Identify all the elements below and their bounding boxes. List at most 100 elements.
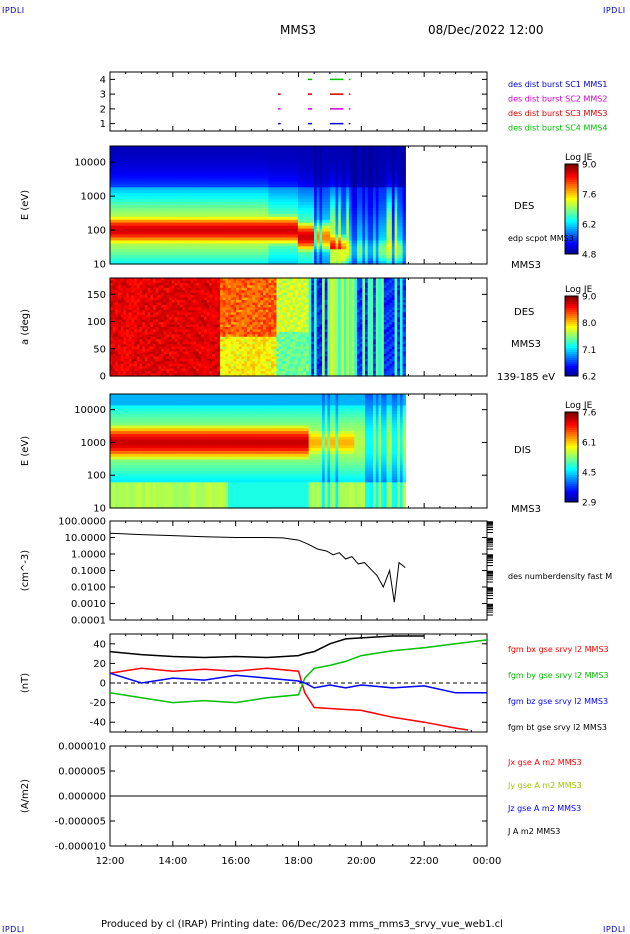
des_energy-cell [174, 210, 178, 215]
des_energy-cell [327, 187, 331, 191]
des_energy-cell [297, 190, 302, 194]
des_energy-cell [112, 237, 116, 241]
des_energy-cell [287, 234, 291, 239]
des_energy-cell [316, 255, 320, 259]
des_energy-cell [139, 190, 143, 194]
des_energy-cell [373, 252, 377, 256]
des_energy-cell [340, 178, 345, 182]
des_pitch-cell [123, 309, 127, 313]
des_energy-cell [330, 225, 334, 230]
des_energy-cell [343, 234, 347, 239]
des_energy-cell [330, 169, 334, 174]
des_energy-cell [295, 190, 299, 194]
des_energy-cell [233, 181, 237, 185]
des_energy-cell [152, 148, 157, 153]
des_energy-cell [163, 207, 167, 212]
des_energy-cell [305, 181, 310, 185]
des_energy-cell [322, 151, 326, 156]
des_energy-cell [246, 243, 251, 247]
des_energy-cell [228, 240, 232, 244]
des_energy-cell [120, 154, 125, 159]
des_energy-cell [171, 228, 176, 233]
des_pitch-cell [123, 356, 127, 360]
des_energy-cell [386, 187, 390, 191]
des_energy-cell [381, 261, 385, 265]
des_energy-cell [303, 216, 307, 221]
des_energy-cell [203, 178, 208, 182]
des_energy-cell [319, 151, 323, 156]
des_pitch-cell [126, 302, 130, 306]
des_energy-cell [166, 169, 170, 174]
des_energy-cell [228, 148, 232, 153]
des_energy-cell [163, 255, 167, 259]
des_energy-cell [373, 157, 377, 162]
des_energy-cell [236, 213, 240, 218]
des_energy-cell [228, 249, 232, 253]
des_energy-cell [126, 216, 130, 221]
des_energy-cell [152, 146, 157, 150]
des_energy-cell [123, 160, 127, 165]
des_energy-cell [110, 169, 114, 174]
des_energy-cell [115, 237, 119, 241]
des_energy-cell [354, 160, 358, 165]
des_energy-cell [356, 207, 361, 212]
des_energy-cell [115, 228, 119, 233]
des_energy-cell [139, 255, 143, 259]
des_energy-cell [314, 202, 318, 206]
des_energy-cell [351, 261, 355, 265]
des_energy-cell [139, 163, 143, 168]
des_energy-cell [389, 190, 393, 194]
des_energy-cell [195, 258, 200, 262]
des_energy-cell [297, 172, 302, 177]
des_energy-cell [254, 163, 259, 168]
des_energy-cell [169, 207, 173, 212]
des_energy-cell [118, 202, 122, 206]
des_pitch-cell [131, 307, 135, 311]
des_pitch-cell [131, 280, 135, 284]
des_energy-cell [252, 252, 256, 256]
des_energy-cell [303, 190, 307, 194]
des_energy-cell [263, 148, 267, 153]
des_energy-cell [254, 181, 259, 185]
des_energy-cell [362, 234, 366, 239]
des_energy-cell [297, 202, 302, 206]
des_energy-cell [346, 252, 350, 256]
des_energy-cell [110, 181, 114, 185]
des_energy-cell [217, 205, 221, 209]
des_energy-cell [166, 219, 170, 224]
des_energy-cell [252, 193, 256, 197]
des_energy-cell [386, 210, 390, 215]
des_energy-cell [335, 237, 339, 241]
des_pitch-cell [112, 302, 116, 306]
des_energy-cell [295, 228, 299, 233]
des_energy-cell [163, 219, 167, 224]
des_energy-colorbar-swatch [565, 177, 578, 181]
des_energy-cell [305, 240, 310, 244]
des_energy-cell [201, 172, 205, 177]
des_energy-cell [171, 178, 176, 182]
des_energy-cell [284, 216, 288, 221]
des_energy-cell [238, 181, 243, 185]
des_energy-cell [381, 228, 385, 233]
des_energy-cell [209, 258, 213, 262]
des_energy-cell [171, 240, 176, 244]
des_energy-cell [230, 240, 235, 244]
des_energy-cell [391, 178, 396, 182]
des_energy-cell [383, 249, 388, 253]
des_energy-cell [335, 228, 339, 233]
des_energy-cell [244, 234, 248, 239]
des_energy-cell [327, 178, 331, 182]
des_pitch-cell [112, 304, 116, 308]
des_energy-cell [246, 252, 251, 256]
des_energy-cell [279, 210, 283, 215]
des_pitch-cell [115, 295, 119, 299]
des_energy-cell [150, 210, 154, 215]
des_energy-cell [367, 184, 372, 188]
des_energy-cell [391, 146, 396, 150]
des_energy-cell [249, 243, 253, 247]
des_pitch-cell [128, 287, 133, 291]
des_energy-cell [378, 246, 382, 250]
des_energy-cell [155, 202, 159, 206]
des_energy-cell [195, 231, 200, 236]
des_energy-cell [346, 157, 350, 162]
